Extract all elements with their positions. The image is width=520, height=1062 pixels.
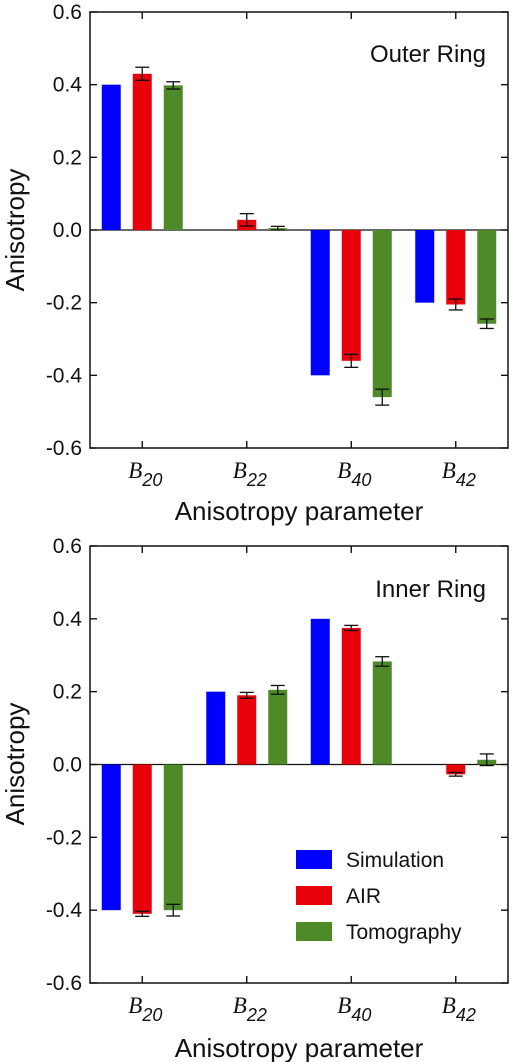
x-tick-label: B20 (128, 993, 162, 1025)
bar-simulation-B42 (415, 230, 435, 303)
bar-simulation-B40 (310, 618, 330, 765)
x-tick-label: B42 (442, 458, 476, 490)
x-tick-label-main: B (233, 993, 247, 1018)
x-tick-label: B40 (337, 993, 371, 1025)
bar-simulation-B40 (310, 230, 330, 376)
bar-tomography-B20 (163, 764, 183, 911)
x-axis-title: Anisotropy parameter (175, 496, 424, 526)
bar-tomography-B22 (268, 689, 288, 765)
legend-label: Tomography (346, 921, 462, 944)
bar-air-B20 (132, 764, 152, 914)
x-tick-label-sub: 42 (456, 1005, 476, 1025)
y-tick-label: 0.2 (53, 681, 82, 704)
x-tick-label-main: B (128, 458, 142, 483)
legend-label: Simulation (346, 849, 444, 872)
x-tick-label: B22 (233, 458, 267, 490)
y-tick-label: 0.4 (53, 608, 83, 631)
legend-label: AIR (346, 885, 381, 908)
x-tick-label: B40 (337, 458, 371, 490)
bar-tomography-B20 (163, 85, 183, 230)
x-axis-title: Anisotropy parameter (175, 1033, 424, 1062)
bar-air-B42 (446, 230, 466, 305)
x-tick-label-sub: 40 (351, 470, 371, 490)
y-tick-label: -0.2 (46, 826, 82, 849)
x-tick-label-sub: 20 (141, 470, 162, 490)
legend: Simulation AIR Tomography (296, 849, 462, 944)
bar-tomography-B40 (372, 230, 392, 398)
y-tick-label: -0.4 (46, 364, 83, 387)
plot-frame (89, 545, 509, 984)
bar-simulation-B22 (206, 691, 226, 765)
x-tick-label: B22 (233, 993, 267, 1025)
legend-swatch-tomography (296, 922, 332, 941)
x-tick-label-main: B (337, 993, 351, 1018)
x-tick-label-sub: 22 (246, 470, 267, 490)
panel-title: Outer Ring (370, 41, 486, 68)
bar-simulation-B20 (101, 84, 121, 231)
bar-simulation-B20 (101, 764, 121, 911)
bar-air-B20 (132, 73, 152, 231)
y-tick-label: -0.6 (46, 437, 82, 460)
x-tick-label-sub: 20 (141, 1005, 162, 1025)
y-tick-label: 0.0 (53, 219, 82, 242)
bar-tomography-B40 (372, 661, 392, 765)
plot-frame (89, 11, 509, 449)
bar-tomography-B42 (477, 230, 497, 324)
y-tick-label: -0.2 (46, 292, 82, 315)
x-tick-label-main: B (233, 458, 247, 483)
x-tick-label-main: B (128, 993, 142, 1018)
legend-swatch-air (296, 886, 332, 905)
y-axis-title: Anisotropy (0, 169, 30, 292)
x-tick-label-main: B (442, 993, 456, 1018)
y-tick-label: 0.6 (53, 1, 82, 24)
bar-air-B40 (341, 627, 361, 765)
y-tick-label: 0.2 (53, 146, 82, 169)
bar-air-B42 (446, 764, 466, 775)
x-tick-label-main: B (442, 458, 456, 483)
x-tick-label-main: B (337, 458, 351, 483)
x-tick-label-sub: 22 (246, 1005, 267, 1025)
y-tick-label: 0.4 (53, 74, 83, 97)
y-axis-title: Anisotropy (0, 703, 30, 826)
x-tick-label-sub: 40 (351, 1005, 371, 1025)
bar-air-B22 (237, 695, 257, 765)
y-tick-label: -0.6 (46, 972, 82, 995)
x-tick-label: B20 (128, 458, 162, 490)
legend-swatch-simulation (296, 850, 332, 869)
x-tick-label-sub: 42 (456, 470, 476, 490)
bar-air-B40 (341, 230, 361, 361)
y-tick-label: 0.6 (53, 535, 82, 558)
x-tick-label: B42 (442, 993, 476, 1025)
panel-title: Inner Ring (375, 576, 486, 603)
y-tick-label: -0.4 (46, 899, 83, 922)
y-tick-label: 0.0 (53, 754, 82, 777)
